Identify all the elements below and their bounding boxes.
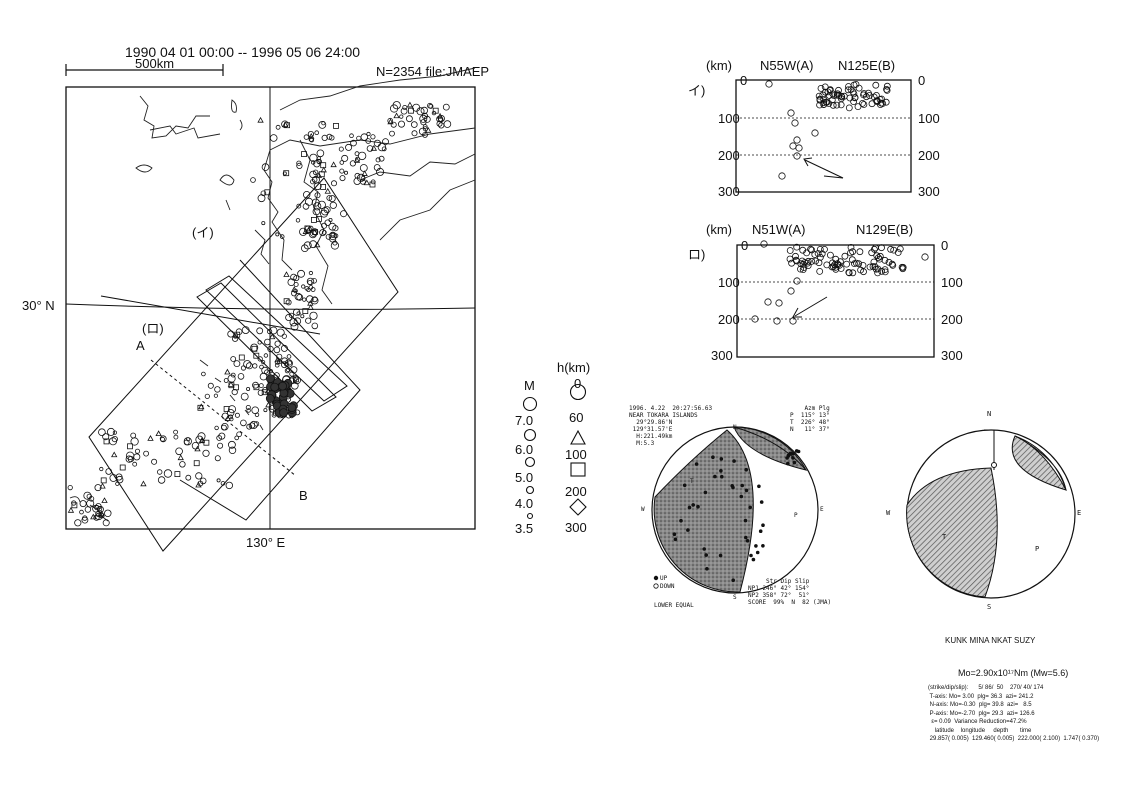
section-ro-frame	[736, 244, 935, 358]
legend-mag-1: 7.0	[515, 413, 534, 428]
mech1-p-label: P	[794, 512, 798, 519]
legend-mag-2: 6.0	[515, 442, 534, 457]
legend-mag-4: 4.0	[515, 496, 534, 511]
map-lat-label: 30° N	[22, 298, 55, 313]
section-ro-tick-r0: 0	[941, 238, 949, 253]
mech1-t-label: T	[690, 478, 694, 485]
section-ro-side-label: ロ)	[688, 247, 706, 262]
section-i-unit: (km)	[706, 58, 732, 73]
map-point-b: B	[299, 488, 308, 503]
section-i-tick-l100: 100	[718, 111, 740, 126]
map-point-a: A	[136, 338, 145, 353]
section-i-side-label: イ)	[688, 83, 706, 98]
section-i-tick-l200: 200	[718, 148, 740, 163]
section-i-tick-l300: 300	[718, 184, 740, 199]
map-count-file: N=2354 file:JMAEP	[376, 64, 490, 79]
mech1-axes-table: Azm Plg P 115° 13° T 226° 48° N 11° 37°	[790, 405, 830, 433]
section-ro-hypocenters	[751, 240, 929, 325]
legend-magnitude-title: M	[524, 378, 535, 393]
mech1-dir-w: W	[641, 506, 645, 513]
parallel-30n	[65, 303, 476, 310]
map-region-ro-label: (ロ)	[142, 321, 164, 336]
section-ro-tick-r300: 300	[941, 348, 963, 363]
section-ro-tick-r200: 200	[941, 312, 963, 327]
section-i-tick-l0: 0	[740, 73, 748, 88]
section-i-tick-r100: 100	[918, 111, 940, 126]
section-ro-tick-l300: 300	[711, 348, 733, 363]
mech1-legend-down: DOWN	[660, 583, 675, 590]
mech2-t-label: T	[942, 533, 947, 541]
mech1-dir-s: S	[733, 594, 737, 601]
legend-depth-1: 0	[574, 376, 582, 391]
section-ro-tick-l0: 0	[741, 238, 749, 253]
legend-depth-4: 200	[565, 484, 587, 499]
mech2-dir-w: W	[886, 509, 891, 517]
mech2-dir-n: N	[987, 410, 992, 418]
legend-mag-3: 5.0	[515, 470, 534, 485]
mech2-stations: KUNK MINA NKAT SUZY	[945, 636, 1036, 645]
section-ro-tick-r100: 100	[941, 275, 963, 290]
mech1-projection: LOWER EQUAL	[654, 602, 694, 609]
mechanism-2-sphere	[906, 429, 1076, 599]
mech2-moment: Mo=2.90x10¹⁷Nm (Mw=5.6)	[958, 668, 1069, 678]
mechanism-1-polarities	[672, 449, 801, 582]
mechanism-1-sphere	[651, 426, 819, 594]
section-i-left-dir: N55W(A)	[760, 58, 814, 73]
mech2-details: (strike/dip/slip): 5/ 86/ 50 270/ 40/ 17…	[928, 685, 1100, 742]
map-lon-label: 130° E	[246, 535, 286, 550]
section-ro-unit: (km)	[706, 222, 732, 237]
section-i-tick-r300: 300	[918, 184, 940, 199]
mech2-p-label: P	[1035, 545, 1040, 553]
legend-depth-5: 300	[565, 520, 587, 535]
legend-mag-5: 3.5	[515, 521, 534, 536]
section-i-right-dir: N125E(B)	[838, 58, 896, 73]
map-epicenters	[67, 101, 452, 527]
legend-depth-3: 100	[565, 447, 587, 462]
mech2-dir-e: E	[1077, 509, 1082, 517]
map-period-title: 1990 04 01 00:00 -- 1996 05 06 24:00	[125, 44, 361, 60]
section-i-frame	[735, 79, 912, 193]
section-i-tick-r200: 200	[918, 148, 940, 163]
legend-depth-title: h(km)	[557, 360, 591, 375]
section-ro-tick-l200: 200	[718, 312, 740, 327]
map-region-i-label: (イ)	[192, 225, 214, 240]
map-scale-bar	[65, 64, 224, 76]
section-ro-tick-l100: 100	[718, 275, 740, 290]
mech1-event-info: 1996. 4.22 20:27:56.63 NEAR TOKARA ISLAN…	[629, 405, 713, 447]
mech1-dir-e: E	[820, 506, 824, 513]
legend-depth-2: 60	[569, 410, 584, 425]
section-i-tick-r0: 0	[918, 73, 926, 88]
mech1-legend-up: UP	[660, 575, 668, 582]
mech1-nodal-planes: Str Dip Slip NP1 246° 42° 154° NP2 358° …	[748, 578, 832, 606]
section-i-hypocenters	[765, 80, 891, 180]
legend-symbols	[522, 383, 587, 520]
section-ro-right-dir: N129E(B)	[856, 222, 914, 237]
map-scale-label: 500km	[135, 56, 175, 71]
mech2-dir-s: S	[987, 603, 992, 611]
section-ro-left-dir: N51W(A)	[752, 222, 806, 237]
mech1-dir-n: N	[733, 424, 737, 431]
